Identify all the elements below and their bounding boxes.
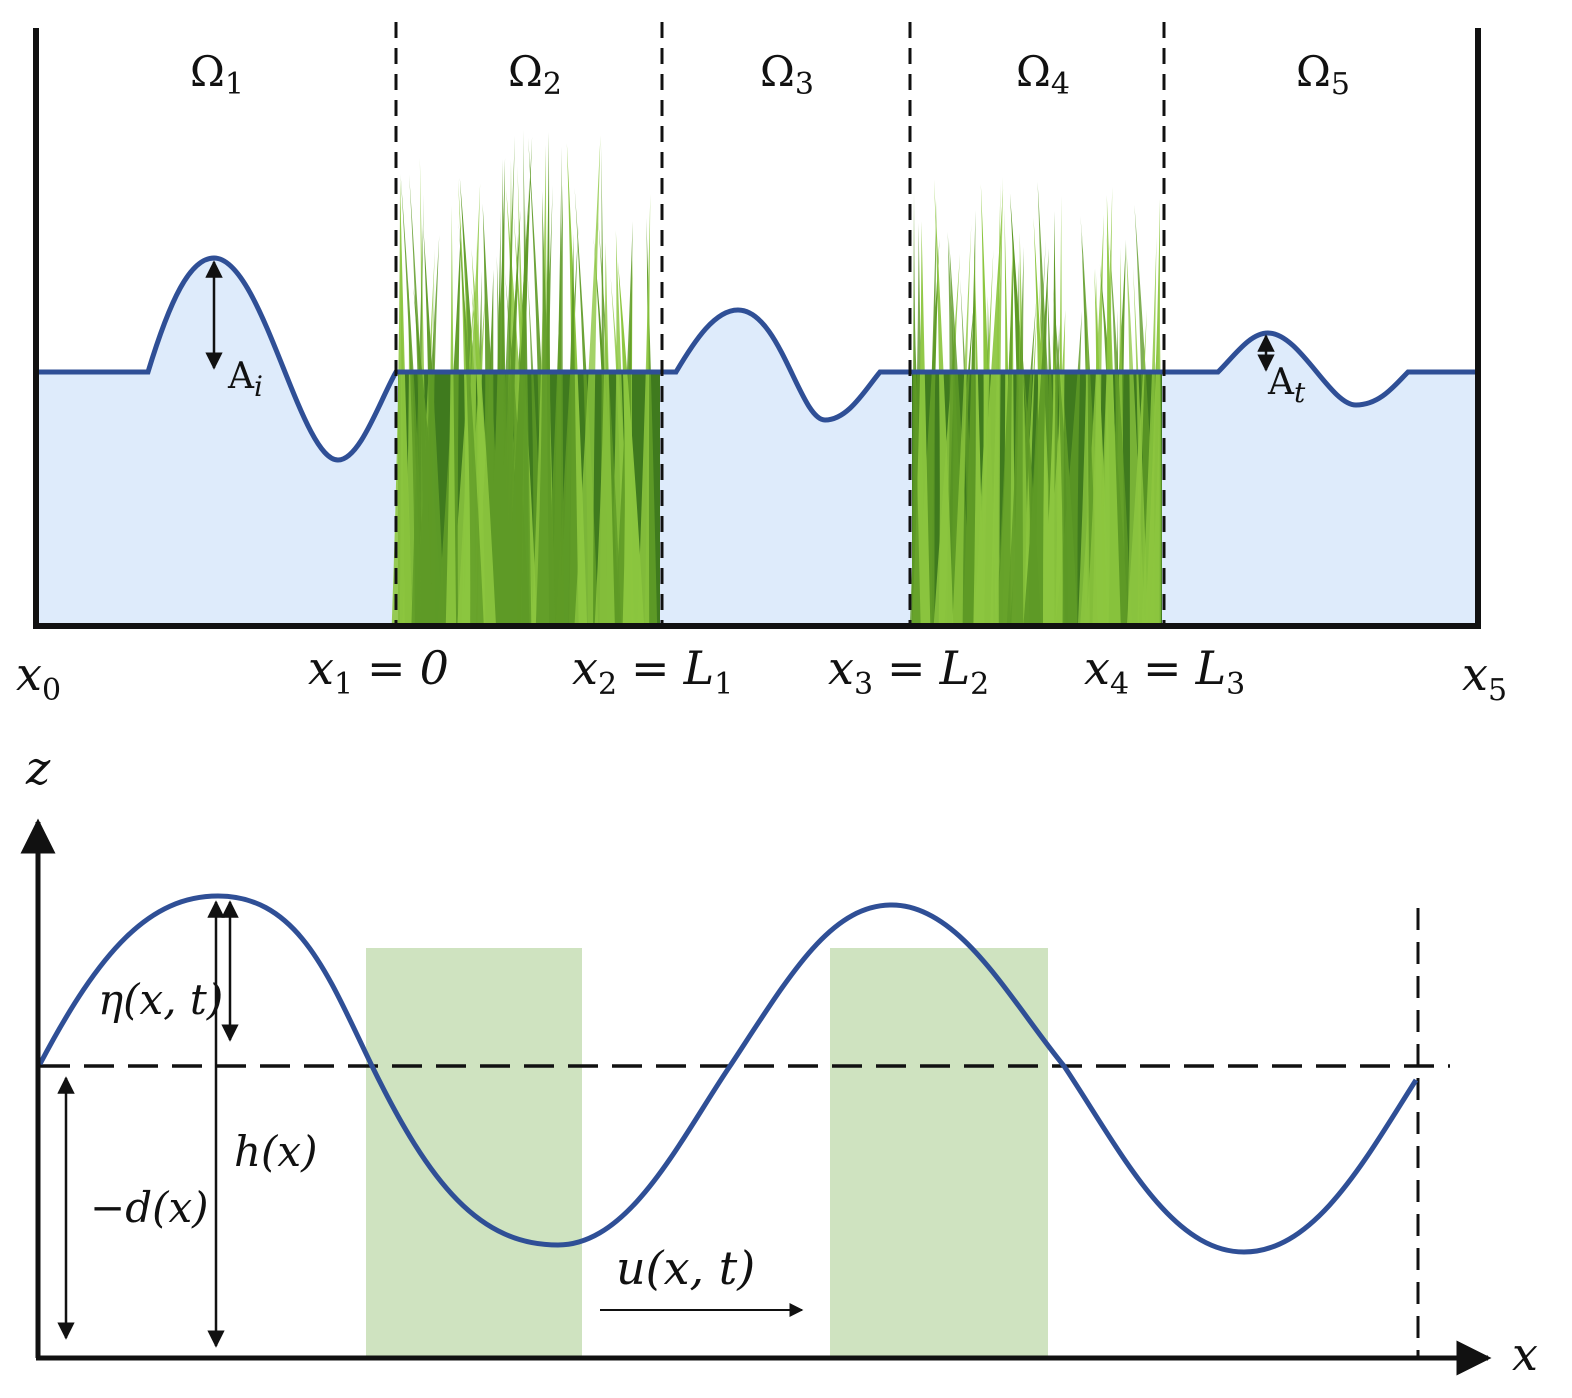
grass-blade <box>507 136 533 625</box>
d-label: −d(x) <box>90 1183 209 1232</box>
grass-blade <box>594 242 615 625</box>
grass-blade <box>934 179 954 625</box>
domain-label-omega-3: Ω3 <box>760 47 814 102</box>
domain-label-omega-5: Ω5 <box>1296 47 1350 102</box>
grass-blade <box>962 210 976 624</box>
grass-blade <box>990 183 1001 624</box>
incident-amplitude-label: Ai <box>227 356 263 403</box>
grass-blade <box>458 222 484 624</box>
grass-blade <box>391 178 413 624</box>
grass-blade <box>423 227 445 624</box>
grass-blade <box>1109 242 1132 624</box>
grass-blade <box>618 261 645 624</box>
grass-blade <box>911 191 921 624</box>
grass-blade <box>551 146 562 624</box>
bottom-panel: z x η(x, t) h(x) −d(x) u(x, t) <box>20 741 1538 1381</box>
surface-elevation-wave <box>37 893 1419 1255</box>
x-label-x4: x4 = L3 <box>1084 641 1245 702</box>
top-panel: Ω1 Ω2 Ω3 Ω4 Ω5 Ai At x0 x1 = 0 x2 = L1 x3 = L2… <box>16 22 1507 708</box>
transmitted-amplitude-label: At <box>1267 362 1306 409</box>
grass-blade <box>1043 331 1056 624</box>
vegetation-omega-4 <box>909 177 1162 625</box>
grass-blade <box>949 241 972 624</box>
grass-blade <box>521 130 532 624</box>
grass-blade <box>1099 195 1121 625</box>
grass-blade <box>1126 309 1147 624</box>
grass-blade <box>487 157 506 624</box>
water-body <box>38 258 1476 624</box>
domain-label-omega-2: Ω2 <box>508 47 562 102</box>
x-label-x1: x1 = 0 <box>308 641 449 702</box>
grass-blade <box>1149 334 1162 624</box>
vegetation-patch-2 <box>830 948 1048 1356</box>
grass-blade <box>989 177 1003 625</box>
grass-blade <box>445 205 457 625</box>
grass-blade <box>492 209 521 624</box>
z-axis-label: z <box>25 741 51 795</box>
tank-walls <box>33 28 1481 629</box>
grass-blade <box>574 135 601 625</box>
grass-blade <box>952 224 972 624</box>
grass-blade <box>437 222 462 624</box>
grass-blade <box>923 201 937 624</box>
x-label-x3: x3 = L2 <box>828 641 989 702</box>
grass-blade <box>535 191 556 624</box>
velocity-label: u(x, t) <box>616 1241 755 1295</box>
domain-label-omega-4: Ω4 <box>1016 47 1070 102</box>
grass-blade <box>1092 268 1105 624</box>
grass-blade <box>559 233 579 624</box>
vegetation-omega-2 <box>391 130 660 625</box>
eta-label: η(x, t) <box>98 975 223 1024</box>
vegetation-patch-1 <box>366 948 582 1356</box>
grass-blade <box>1077 306 1090 624</box>
domain-label-omega-1: Ω1 <box>190 47 244 102</box>
free-surface-wave <box>38 255 1476 463</box>
grass-blade <box>411 194 424 624</box>
grass-blade <box>1055 310 1082 624</box>
grass-blade <box>471 248 496 624</box>
grass-blade <box>637 194 651 625</box>
grass-blade <box>973 188 1004 624</box>
x-label-x5: x5 <box>1462 647 1507 708</box>
grass-blade <box>1023 248 1049 624</box>
grass-blade <box>1055 195 1064 624</box>
grass-blade <box>1006 246 1024 624</box>
x-label-x0: x0 <box>16 647 61 708</box>
grass-blade <box>996 236 1015 624</box>
x-label-x2: x2 = L1 <box>572 641 733 702</box>
x-axis-label: x <box>1512 1327 1538 1381</box>
h-label: h(x) <box>234 1127 318 1176</box>
